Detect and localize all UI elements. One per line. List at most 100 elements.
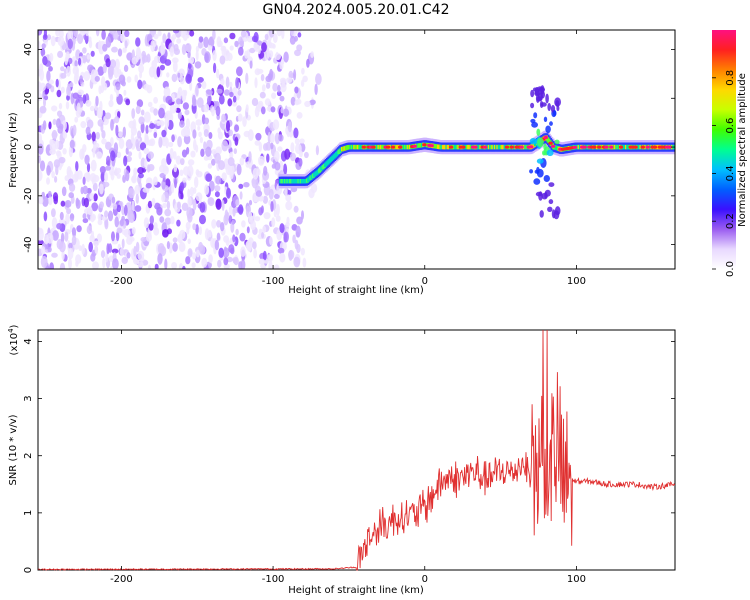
noise-cell	[172, 151, 177, 160]
noise-cell	[197, 125, 201, 131]
noise-cell	[278, 134, 284, 142]
noise-cell	[116, 173, 121, 179]
trace-peak	[582, 145, 587, 149]
noise-cell	[153, 227, 160, 236]
noise-cell	[198, 241, 204, 253]
noise-cell	[85, 100, 92, 107]
noise-cell	[104, 210, 109, 218]
noise-cell	[111, 248, 119, 254]
noise-cell	[262, 195, 268, 204]
noise-cell	[258, 258, 266, 265]
noise-cell	[147, 200, 153, 209]
noise-cell	[142, 53, 145, 65]
noise-cell	[267, 254, 273, 261]
noise-cell	[262, 225, 267, 233]
noise-cell	[111, 231, 115, 242]
noise-cell	[125, 170, 130, 182]
trace-peak	[543, 135, 548, 140]
noise-cell	[139, 71, 143, 79]
noise-cell	[66, 85, 71, 97]
noise-cell	[161, 194, 166, 203]
noise-cell	[162, 229, 169, 238]
noise-cell	[41, 43, 46, 49]
snr-xtick-label: -100	[262, 574, 285, 585]
spectrogram-ytick-label: -20	[23, 188, 34, 204]
noise-cell	[134, 205, 142, 212]
noise-cell	[290, 30, 294, 36]
noise-cell	[247, 129, 254, 141]
noise-cell	[174, 43, 179, 52]
noise-cell	[223, 257, 229, 266]
figure-title: GN04.2024.005.20.01.C42	[263, 2, 450, 18]
noise-cell	[221, 45, 226, 57]
noise-cell	[192, 252, 197, 260]
burst-cell	[544, 189, 551, 197]
noise-cell	[294, 138, 300, 145]
trace-peak	[652, 145, 658, 149]
noise-cell	[105, 58, 111, 68]
noise-cell	[248, 199, 253, 206]
noise-cell	[89, 234, 95, 243]
noise-cell	[144, 111, 151, 123]
noise-cell	[55, 118, 61, 129]
noise-cell	[274, 193, 280, 199]
noise-cell	[137, 167, 145, 174]
noise-cell	[293, 69, 297, 81]
noise-cell	[172, 242, 178, 252]
noise-cell	[43, 30, 47, 38]
noise-cell	[55, 150, 61, 157]
noise-cell	[179, 229, 186, 240]
noise-cell	[137, 79, 143, 90]
noise-cell	[289, 35, 296, 45]
noise-cell	[234, 124, 240, 132]
snr-ylabel: SNR (10 * v/v)	[8, 414, 19, 485]
noise-cell	[48, 121, 52, 130]
colorbar-scale	[712, 30, 736, 269]
spectrogram-xtick-label: 0	[422, 276, 428, 287]
noise-cell	[192, 129, 197, 139]
noise-cell	[137, 250, 145, 261]
noise-cell	[77, 170, 83, 180]
trace-peak	[482, 145, 488, 149]
noise-cell	[201, 257, 208, 268]
noise-cell	[264, 33, 269, 41]
burst-cell	[529, 138, 537, 145]
noise-cell	[51, 105, 58, 112]
noise-cell	[189, 30, 195, 37]
noise-cell	[89, 105, 95, 112]
colorbar-tick-label: 0.8	[725, 70, 736, 86]
burst-cell	[531, 121, 538, 128]
noise-cell	[102, 181, 110, 188]
noise-cell	[146, 53, 151, 63]
noise-cell	[251, 176, 259, 189]
noise-cell	[163, 86, 171, 98]
noise-cell	[122, 126, 127, 138]
noise-cell	[51, 217, 58, 229]
noise-cell	[61, 186, 67, 197]
noise-cell	[239, 157, 245, 166]
noise-cell	[68, 242, 73, 249]
spectrogram-ytick-label: -40	[23, 236, 34, 252]
noise-cell	[220, 222, 225, 232]
noise-cell	[135, 46, 141, 58]
noise-cell	[194, 61, 202, 69]
noise-cell	[56, 89, 62, 98]
noise-cell	[104, 172, 108, 182]
noise-cell	[174, 177, 177, 189]
noise-cell	[100, 171, 106, 182]
noise-cell	[183, 166, 190, 176]
noise-cell	[207, 95, 211, 106]
noise-cell	[124, 30, 130, 38]
noise-cell	[101, 76, 106, 88]
noise-cell	[66, 208, 72, 215]
snr-multiplier: (x104)	[7, 324, 20, 355]
noise-cell	[109, 59, 117, 69]
noise-cell	[88, 36, 92, 42]
noise-cell	[221, 200, 225, 211]
noise-cell	[177, 72, 181, 78]
noise-cell	[55, 78, 59, 88]
noise-cell	[229, 169, 234, 180]
burst-cell	[536, 128, 541, 136]
noise-cell	[233, 148, 237, 155]
